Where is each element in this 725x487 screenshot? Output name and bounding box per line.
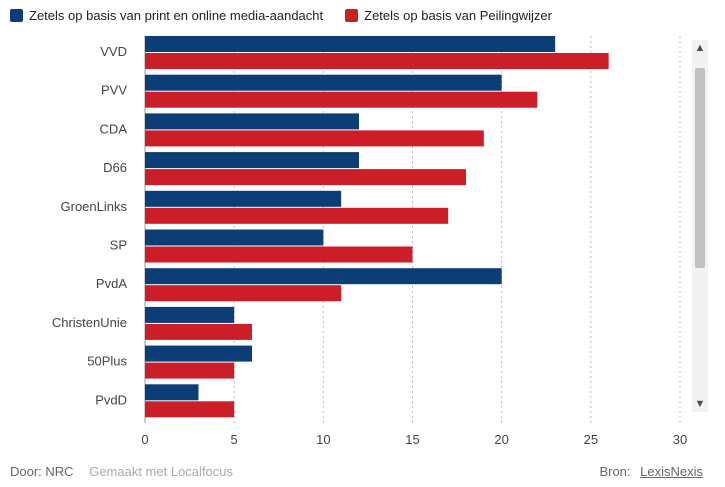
bar-groenlinks-series2[interactable] (145, 207, 449, 224)
bar-vvd-series2[interactable] (145, 53, 609, 69)
source-label: Bron: (599, 464, 631, 479)
category-label: D66 (103, 160, 127, 175)
legend: Zetels op basis van print en online medi… (10, 8, 552, 23)
bar-cda-series1[interactable] (145, 113, 359, 130)
bar-50plus-series1[interactable] (145, 345, 252, 362)
bar-christenunie-series1[interactable] (145, 306, 235, 323)
category-label: PVV (101, 83, 127, 98)
category-label: 50Plus (87, 354, 127, 369)
legend-label-media: Zetels op basis van print en online medi… (29, 8, 324, 23)
legend-swatch-media (10, 9, 23, 22)
x-tick-label: 25 (584, 432, 598, 447)
x-tick-labels: 0 5 10 15 20 25 30 (141, 432, 687, 447)
bar-christenunie-series2[interactable] (145, 323, 252, 340)
bar-pvda-series2[interactable] (145, 285, 342, 302)
category-label: GroenLinks (61, 199, 128, 214)
credit-author: Door: NRC (10, 464, 74, 479)
chart-scrollbar[interactable]: ▲ ▼ (692, 40, 708, 412)
bar-d66-series1[interactable] (145, 152, 359, 169)
footer-credits: Door: NRC Gemaakt met Localfocus (10, 464, 245, 479)
scroll-up-icon[interactable]: ▲ (694, 42, 706, 54)
footer-source: Bron: LexisNexis (599, 464, 703, 479)
bar-pvdd-series1[interactable] (145, 384, 199, 401)
bar-pvdd-series2[interactable] (145, 401, 235, 418)
bar-groenlinks-series1[interactable] (145, 190, 342, 207)
bar-cda-series2[interactable] (145, 130, 484, 147)
legend-item-peilingwijzer[interactable]: Zetels op basis van Peilingwijzer (345, 8, 552, 23)
x-tick-label: 20 (494, 432, 508, 447)
bar-pvda-series1[interactable] (145, 268, 502, 285)
legend-item-media[interactable]: Zetels op basis van print en online medi… (10, 8, 323, 23)
category-label: CDA (100, 121, 128, 136)
category-label: PvdA (96, 276, 127, 291)
bar-d66-series2[interactable] (145, 169, 466, 186)
category-label: ChristenUnie (52, 315, 127, 330)
x-tick-label: 5 (231, 432, 238, 447)
bar-sp-series1[interactable] (145, 229, 324, 246)
category-labels: VVD PVV CDA D66 GroenLinks SP PvdA ChristenUnie… (52, 44, 128, 407)
category-label: VVD (100, 44, 127, 59)
scroll-thumb[interactable] (695, 68, 705, 268)
x-tick-label: 30 (673, 432, 687, 447)
x-tick-label: 15 (405, 432, 419, 447)
bars (145, 36, 609, 418)
x-tick-label: 0 (141, 432, 148, 447)
category-label: SP (110, 238, 127, 253)
x-tick-label: 10 (316, 432, 330, 447)
category-label: PvdD (95, 392, 127, 407)
footer: Door: NRC Gemaakt met Localfocus Bron: L… (10, 464, 703, 479)
bar-pvv-series2[interactable] (145, 91, 538, 108)
bar-50plus-series2[interactable] (145, 362, 235, 379)
source-link[interactable]: LexisNexis (640, 464, 703, 479)
bar-sp-series2[interactable] (145, 246, 413, 263)
legend-label-peilingwijzer: Zetels op basis van Peilingwijzer (364, 8, 552, 23)
bar-pvv-series1[interactable] (145, 74, 502, 91)
bar-vvd-series1[interactable] (145, 36, 556, 52)
scroll-down-icon[interactable]: ▼ (694, 398, 706, 410)
credit-localfocus-link[interactable]: Gemaakt met Localfocus (89, 464, 233, 479)
legend-swatch-peilingwijzer (345, 9, 359, 22)
